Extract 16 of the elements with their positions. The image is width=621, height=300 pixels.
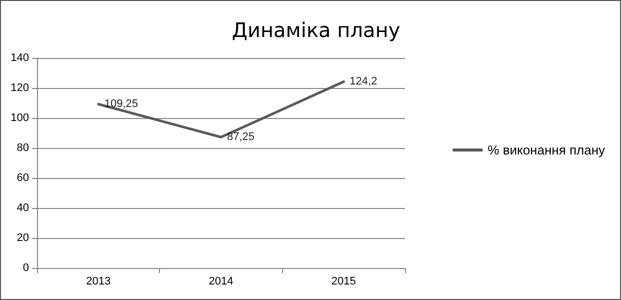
x-tick-label: 2014 (208, 276, 234, 288)
y-tick-label: 120 (10, 82, 29, 94)
y-tick-label: 100 (10, 112, 29, 124)
y-tick-label: 140 (10, 52, 29, 64)
x-tick-label: 2013 (86, 276, 111, 288)
y-tick-label: 80 (16, 142, 29, 154)
chart-title: Динаміка плану (232, 18, 400, 42)
x-tick-label: 2015 (331, 276, 356, 288)
y-tick-label: 40 (16, 202, 29, 214)
y-tick-label: 0 (22, 262, 29, 274)
data-label: 87,25 (227, 131, 255, 144)
y-tick-label: 20 (16, 232, 29, 244)
legend-label: % виконання плану (488, 142, 606, 158)
data-label: 109,25 (104, 98, 138, 110)
y-tick-label: 60 (16, 172, 29, 184)
data-label: 124,2 (350, 76, 378, 88)
